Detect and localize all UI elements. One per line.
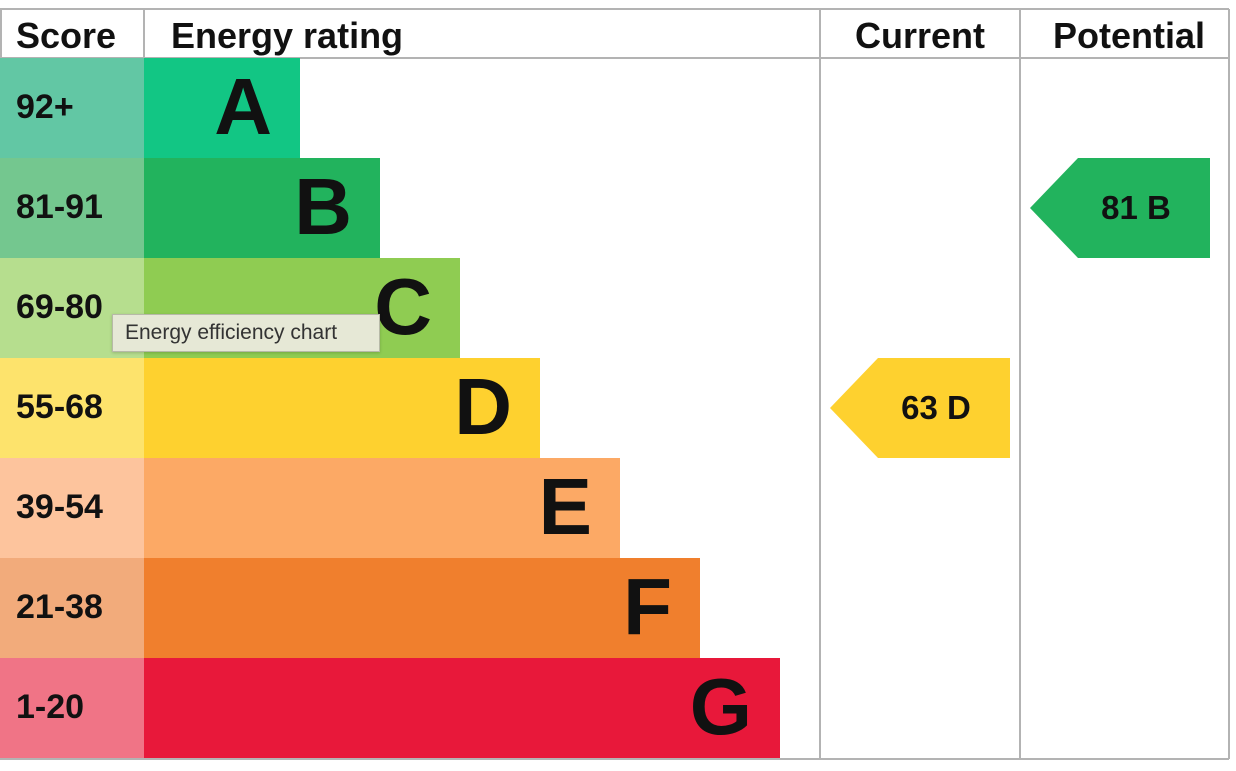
rating-letter: E (539, 462, 592, 551)
score-range-label: 39-54 (16, 488, 103, 526)
rating-bands: 92+ A 81-91 B 69-80 C 55-68 D 39-54 E 21-38 F 1-20 G (0, 58, 780, 758)
rating-bar-d (144, 358, 540, 458)
potential-column-header: Potential (1053, 15, 1205, 56)
potential-rating-label: 81 B (1101, 189, 1171, 226)
score-cell (0, 558, 144, 658)
score-cell (0, 458, 144, 558)
rating-bar-b (144, 158, 380, 258)
score-range-label: 92+ (16, 88, 74, 126)
score-cell (0, 158, 144, 258)
rating-bar-e (144, 458, 620, 558)
rating-letter: B (294, 162, 352, 251)
score-range-label: 21-38 (16, 588, 103, 626)
score-range-label: 69-80 (16, 288, 103, 326)
score-cell (0, 58, 144, 158)
potential-arrow (1030, 158, 1210, 258)
rating-letter: G (690, 662, 752, 751)
current-rating-label: 63 D (901, 389, 971, 426)
rating-arrows: 63 D 81 B (830, 158, 1210, 458)
current-arrow (830, 358, 1010, 458)
tooltip: Energy efficiency chart (112, 314, 380, 352)
rating-letter: C (374, 262, 432, 351)
score-cell (0, 658, 144, 758)
score-range-label: 1-20 (16, 688, 84, 726)
score-cell (0, 358, 144, 458)
score-range-label: 81-91 (16, 188, 103, 226)
rating-bar-g (144, 658, 780, 758)
rating-letter: D (454, 362, 512, 451)
rating-bar-a (144, 58, 300, 158)
energy-rating-column-header: Energy rating (171, 15, 403, 56)
score-column-header: Score (16, 15, 116, 56)
score-range-label: 55-68 (16, 388, 103, 426)
current-column-header: Current (855, 15, 985, 56)
rating-bar-f (144, 558, 700, 658)
rating-letter: F (623, 562, 672, 651)
rating-letter: A (214, 62, 272, 151)
